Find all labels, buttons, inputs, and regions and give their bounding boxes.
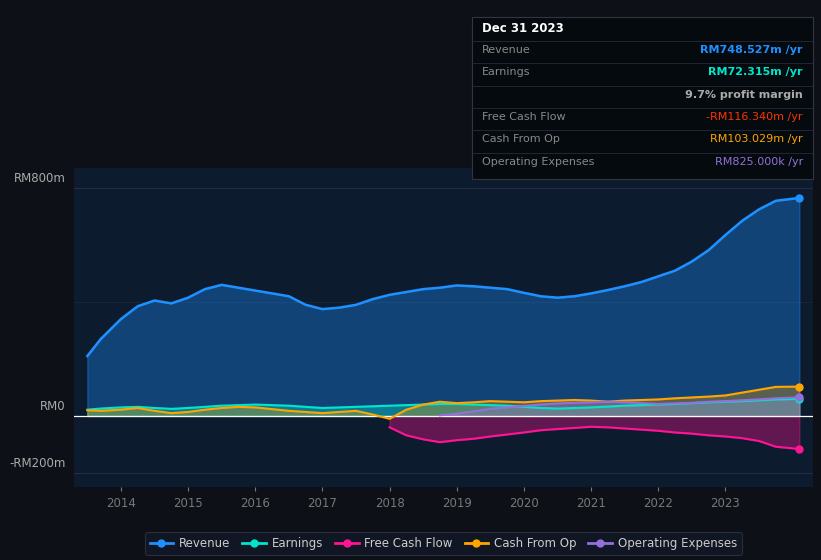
- Text: Free Cash Flow: Free Cash Flow: [482, 112, 566, 122]
- Text: 9.7% profit margin: 9.7% profit margin: [686, 90, 803, 100]
- Text: -RM116.340m /yr: -RM116.340m /yr: [706, 112, 803, 122]
- Legend: Revenue, Earnings, Free Cash Flow, Cash From Op, Operating Expenses: Revenue, Earnings, Free Cash Flow, Cash …: [144, 532, 742, 555]
- Text: -RM200m: -RM200m: [9, 457, 66, 470]
- Text: RM72.315m /yr: RM72.315m /yr: [709, 67, 803, 77]
- Text: RM748.527m /yr: RM748.527m /yr: [700, 45, 803, 55]
- Text: Cash From Op: Cash From Op: [482, 134, 560, 144]
- Text: RM800m: RM800m: [14, 172, 66, 185]
- Text: Operating Expenses: Operating Expenses: [482, 157, 594, 167]
- Text: Revenue: Revenue: [482, 45, 530, 55]
- Text: Dec 31 2023: Dec 31 2023: [482, 22, 564, 35]
- Text: RM103.029m /yr: RM103.029m /yr: [710, 134, 803, 144]
- Text: RM0: RM0: [40, 400, 66, 413]
- Text: Earnings: Earnings: [482, 67, 530, 77]
- Text: RM825.000k /yr: RM825.000k /yr: [715, 157, 803, 167]
